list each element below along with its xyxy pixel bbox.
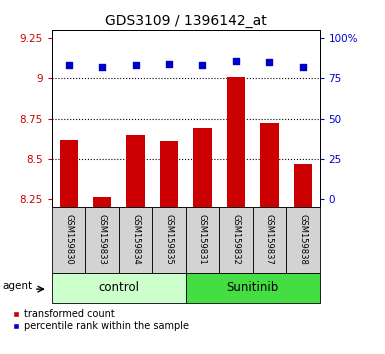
Point (99, 64, 105, 70)
Text: GSM159831: GSM159831 (198, 215, 207, 265)
FancyBboxPatch shape (219, 207, 253, 273)
FancyBboxPatch shape (85, 207, 119, 273)
Text: GSM159838: GSM159838 (298, 215, 307, 265)
Point (132, 63, 139, 68)
FancyBboxPatch shape (286, 207, 320, 273)
Point (300, 64, 306, 70)
FancyBboxPatch shape (186, 207, 219, 273)
Point (166, 61, 172, 67)
Bar (193, 128, 212, 207)
FancyBboxPatch shape (119, 207, 152, 273)
Text: GSM159830: GSM159830 (64, 215, 73, 265)
Bar (227, 77, 245, 207)
Text: GSM159832: GSM159832 (231, 215, 241, 265)
Bar (60, 139, 78, 207)
Point (65, 63, 72, 68)
Bar (260, 124, 279, 207)
Bar (294, 164, 312, 207)
FancyBboxPatch shape (253, 207, 286, 273)
Text: GSM159834: GSM159834 (131, 215, 140, 265)
FancyBboxPatch shape (52, 207, 85, 273)
FancyBboxPatch shape (186, 273, 320, 303)
Title: GDS3109 / 1396142_at: GDS3109 / 1396142_at (105, 14, 267, 28)
Bar (93, 198, 111, 207)
Text: agent: agent (3, 281, 33, 291)
Point (199, 63, 206, 68)
Point (233, 58, 239, 63)
Bar (160, 141, 178, 207)
Point (266, 59, 273, 65)
Legend: transformed count, percentile rank within the sample: transformed count, percentile rank withi… (13, 309, 189, 331)
Bar (126, 135, 145, 207)
Text: GSM159837: GSM159837 (265, 215, 274, 265)
Text: Sunitinib: Sunitinib (226, 281, 279, 294)
Text: GSM159835: GSM159835 (164, 215, 174, 265)
Text: GSM159833: GSM159833 (98, 215, 107, 265)
FancyBboxPatch shape (52, 273, 186, 303)
FancyBboxPatch shape (152, 207, 186, 273)
Text: control: control (99, 281, 139, 294)
